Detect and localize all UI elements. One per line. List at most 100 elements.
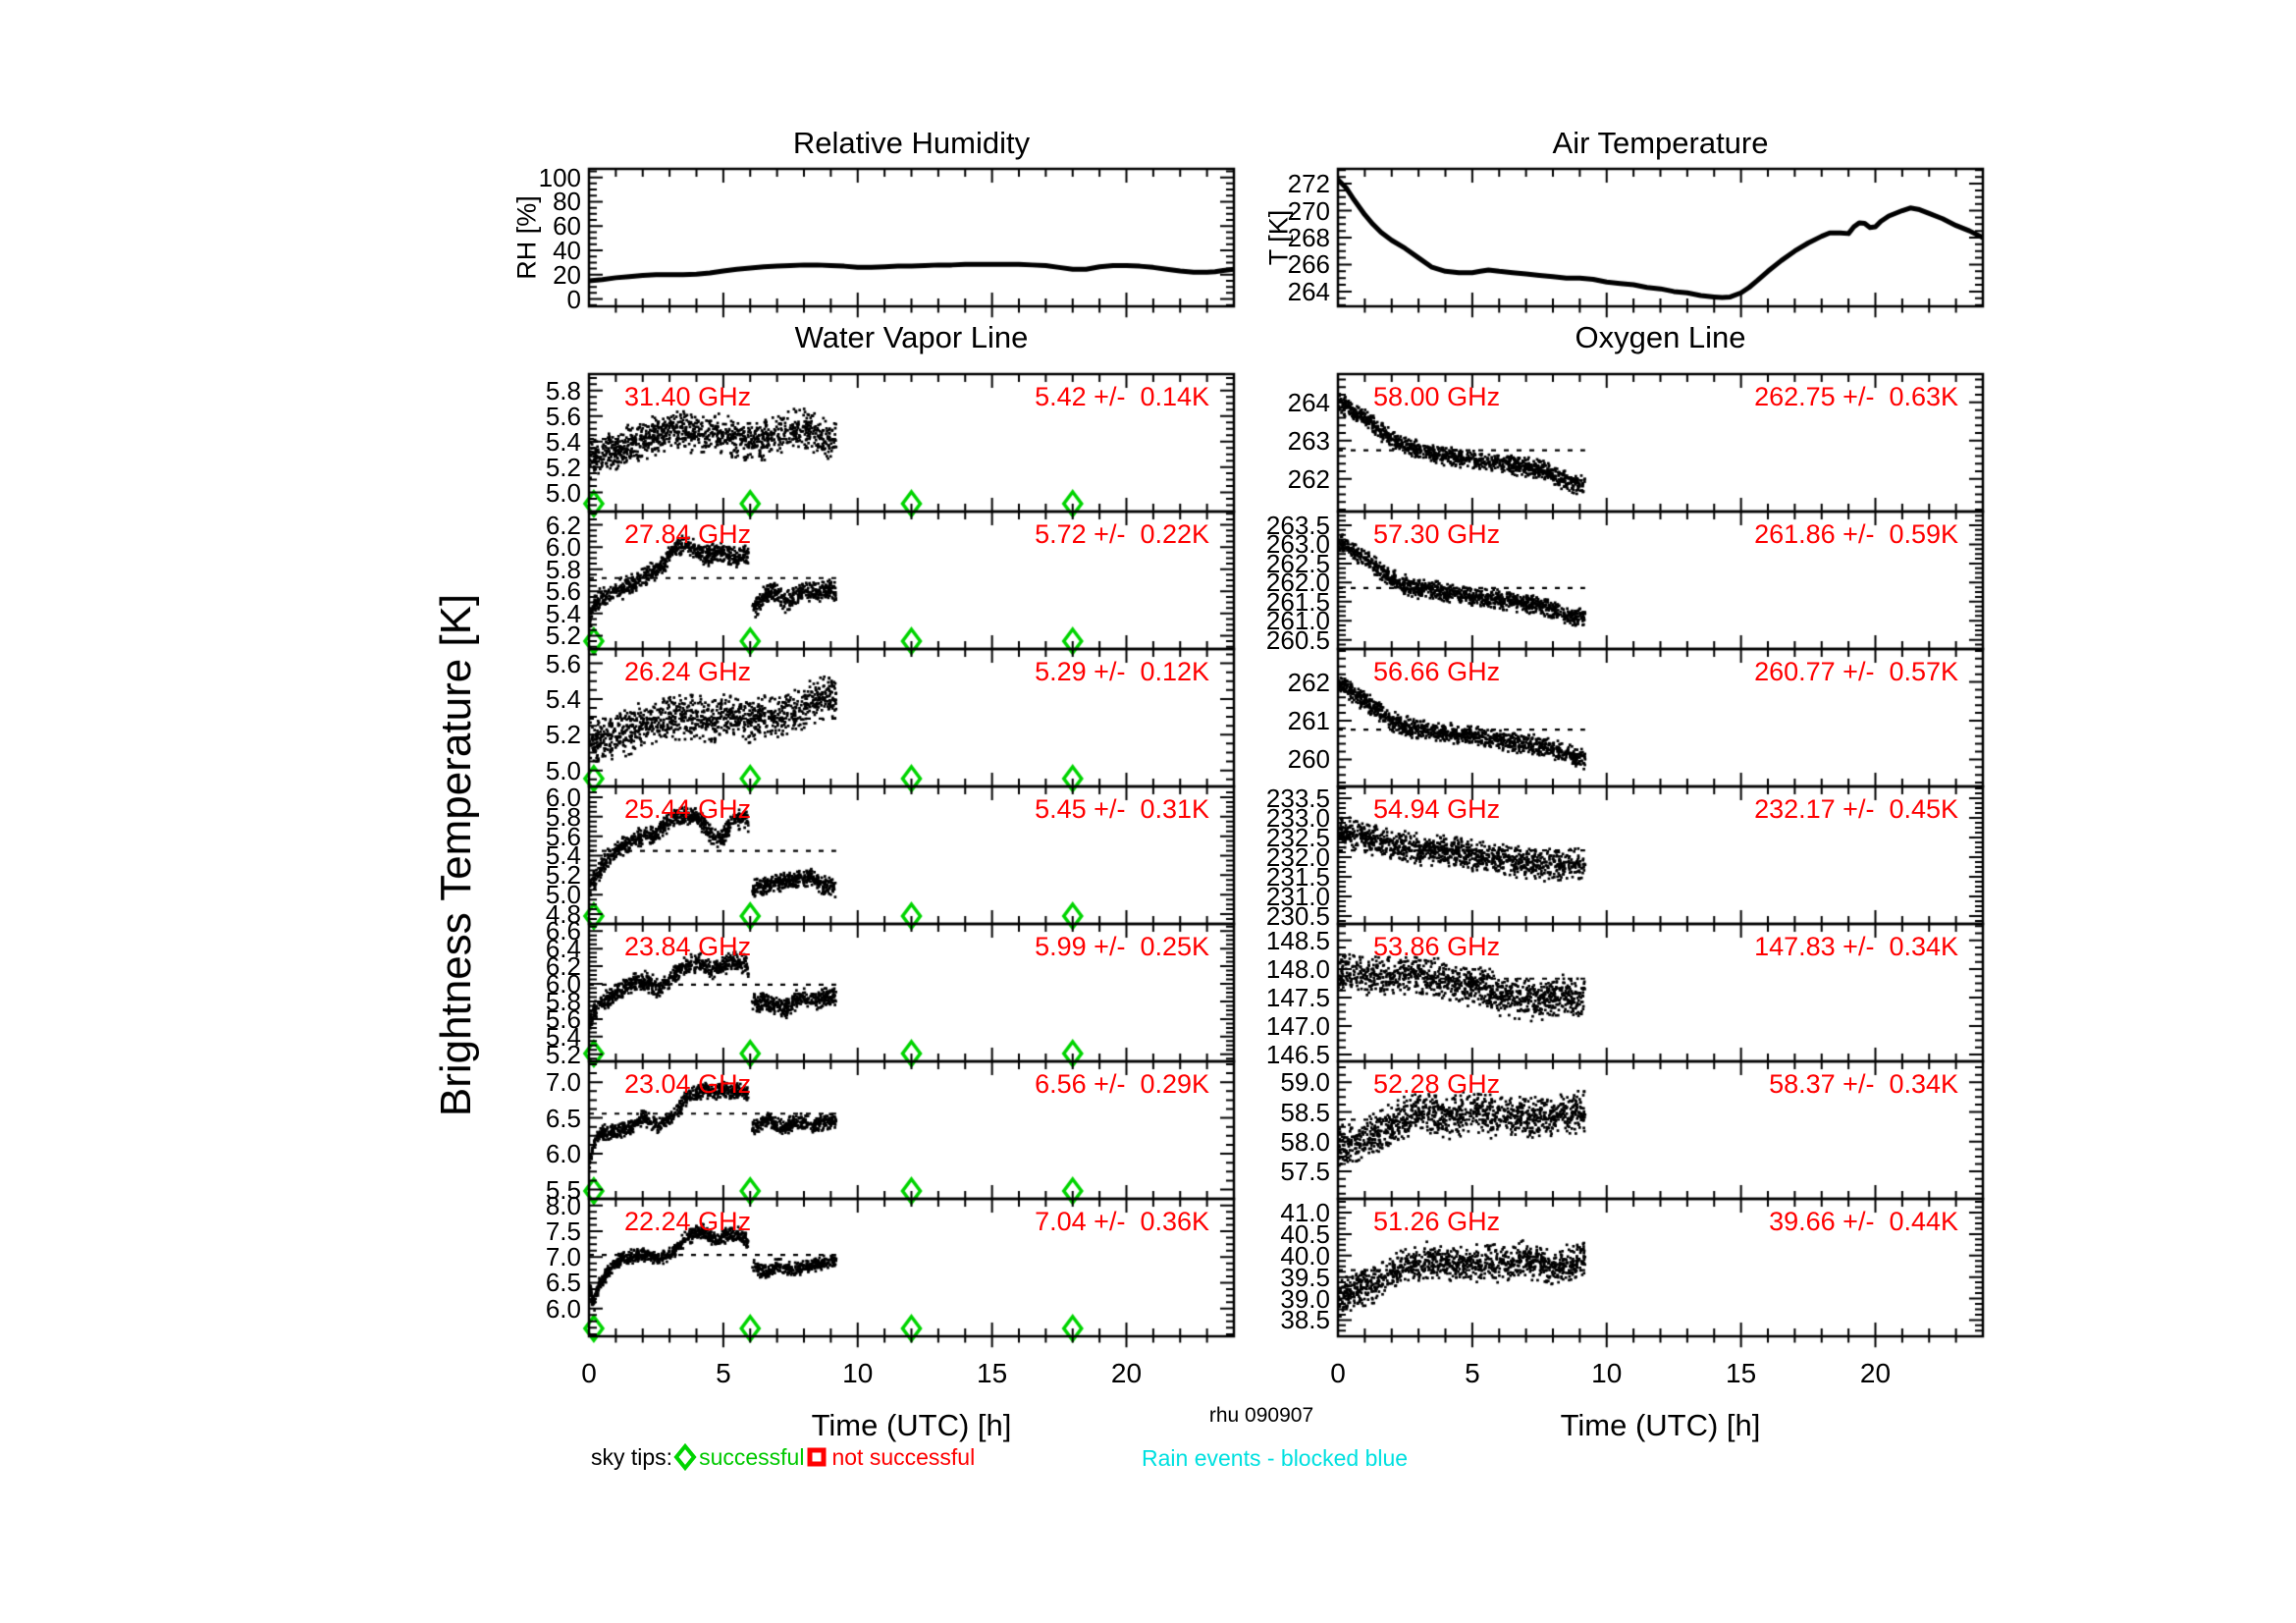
y-tick-label: 5.4 [545,1021,581,1052]
y-tick-label: 40.5 [1280,1218,1330,1249]
y-tick-label: 147.0 [1265,1010,1330,1041]
y-tick-label: 39.0 [1280,1283,1330,1314]
channel-frequency-label: 56.66 GHz [1373,657,1501,686]
y-tick-label: 6.0 [545,1293,581,1324]
channel-statistics-label: 260.77 +/- 0.57K [1754,657,1958,686]
y-tick-label: 0 [566,284,581,314]
y-tick-label: 261.0 [1265,606,1330,636]
y-tick-label: 39.5 [1280,1262,1330,1292]
y-tick-label: 40 [553,236,581,265]
y-tick-label: 263.0 [1265,529,1330,560]
y-tick-label: 5.6 [545,821,581,851]
channel-frequency-label: 53.86 GHz [1373,932,1501,961]
y-tick-label: 5.2 [545,1039,581,1069]
channel-statistics-label: 232.17 +/- 0.45K [1754,794,1958,824]
y-tick-label: 7.0 [545,1067,581,1098]
y-tick-label: 57.5 [1280,1157,1330,1187]
y-tick-label: 4.8 [545,899,581,930]
y-tick-label: 5.8 [545,986,581,1016]
channel-statistics-label: 58.37 +/- 0.34K [1769,1069,1958,1099]
y-tick-label: 5.8 [545,375,581,406]
x-tick-label: 5 [1465,1358,1480,1388]
x-axis-label-left: Time (UTC) [h] [811,1408,1012,1442]
y-tick-label: 5.0 [545,755,581,785]
channel-statistics-label: 6.56 +/- 0.29K [1035,1069,1209,1099]
y-tick-label: 148.5 [1265,925,1330,955]
y-tick-label: 146.5 [1265,1040,1330,1070]
y-tick-label: 5.2 [545,621,581,651]
main-y-axis-label: Brightness Temperature [K] [432,593,480,1117]
channel-frequency-label: 57.30 GHz [1373,519,1501,549]
rh-plot-title: Relative Humidity [792,126,1031,160]
channel-statistics-label: 7.04 +/- 0.36K [1035,1207,1209,1236]
water-vapor-column-title: Water Vapor Line [794,320,1029,354]
y-tick-label: 233.5 [1265,784,1330,813]
y-tick-label: 5.4 [545,598,581,628]
y-tick-label: 268 [1287,223,1330,252]
y-tick-label: 262.5 [1265,548,1330,578]
y-tick-label: 261.5 [1265,586,1330,617]
channel-frequency-label: 31.40 GHz [624,382,752,411]
y-tick-label: 5.0 [545,880,581,910]
y-tick-label: 6.0 [545,969,581,1000]
y-tick-label: 5.0 [545,477,581,508]
y-tick-label: 5.4 [545,840,581,871]
channel-frequency-label: 54.94 GHz [1373,794,1501,824]
channel-statistics-label: 5.42 +/- 0.14K [1035,382,1209,411]
x-tick-label: 5 [716,1358,731,1388]
x-tick-label: 0 [1330,1358,1346,1388]
y-tick-label: 264 [1287,387,1330,417]
y-tick-label: 80 [553,187,581,217]
x-tick-label: 10 [1591,1358,1623,1388]
x-tick-label: 20 [1859,1358,1892,1388]
sky-tips-not-successful-label: not successful [831,1443,976,1470]
channel-statistics-label: 5.45 +/- 0.31K [1035,794,1209,824]
y-tick-label: 5.2 [545,452,581,482]
y-tick-label: 60 [553,211,581,242]
y-tick-label: 59.0 [1280,1067,1330,1098]
y-tick-label: 147.5 [1265,982,1330,1012]
y-tick-label: 148.0 [1265,953,1330,984]
y-tick-label: 5.6 [545,576,581,607]
channel-frequency-label: 23.04 GHz [624,1069,752,1099]
y-tick-label: 58.5 [1280,1097,1330,1127]
y-tick-label: 262 [1287,667,1330,697]
channel-frequency-label: 58.00 GHz [1373,382,1501,411]
y-tick-label: 5.2 [545,720,581,750]
y-tick-label: 58.0 [1280,1126,1330,1157]
y-tick-label: 6.0 [545,1139,581,1169]
x-tick-label: 10 [842,1358,874,1388]
y-tick-label: 7.0 [545,1242,581,1272]
y-tick-label: 231.0 [1265,882,1330,911]
y-tick-label: 6.0 [545,782,581,812]
y-tick-label: 261 [1287,705,1330,735]
y-tick-label: 6.6 [545,916,581,947]
y-tick-label: 232.0 [1265,842,1330,872]
y-tick-label: 6.4 [545,934,581,964]
y-tick-label: 8.0 [545,1190,581,1220]
channel-frequency-label: 51.26 GHz [1373,1207,1501,1236]
y-tick-label: 20 [553,259,581,290]
x-tick-label: 0 [581,1358,597,1388]
channel-statistics-label: 262.75 +/- 0.63K [1754,382,1958,411]
channel-frequency-label: 27.84 GHz [624,519,752,549]
y-tick-label: 272 [1287,169,1330,199]
y-tick-label: 5.6 [545,1003,581,1034]
y-tick-label: 38.5 [1280,1305,1330,1335]
footer-note: rhu 090907 [1208,1404,1314,1427]
y-tick-label: 5.5 [545,1174,581,1205]
y-tick-label: 41.0 [1280,1198,1330,1227]
x-tick-label: 15 [977,1358,1008,1388]
channel-statistics-label: 147.83 +/- 0.34K [1754,932,1958,961]
y-tick-label: 6.2 [545,951,581,982]
y-tick-label: 260.5 [1265,624,1330,655]
y-tick-label: 6.2 [545,510,581,540]
y-tick-label: 266 [1287,249,1330,280]
y-tick-label: 7.5 [545,1217,581,1247]
y-tick-label: 5.6 [545,401,581,431]
y-tick-label: 232.5 [1265,823,1330,852]
y-tick-label: 5.6 [545,648,581,678]
channel-statistics-label: 39.66 +/- 0.44K [1769,1207,1958,1236]
